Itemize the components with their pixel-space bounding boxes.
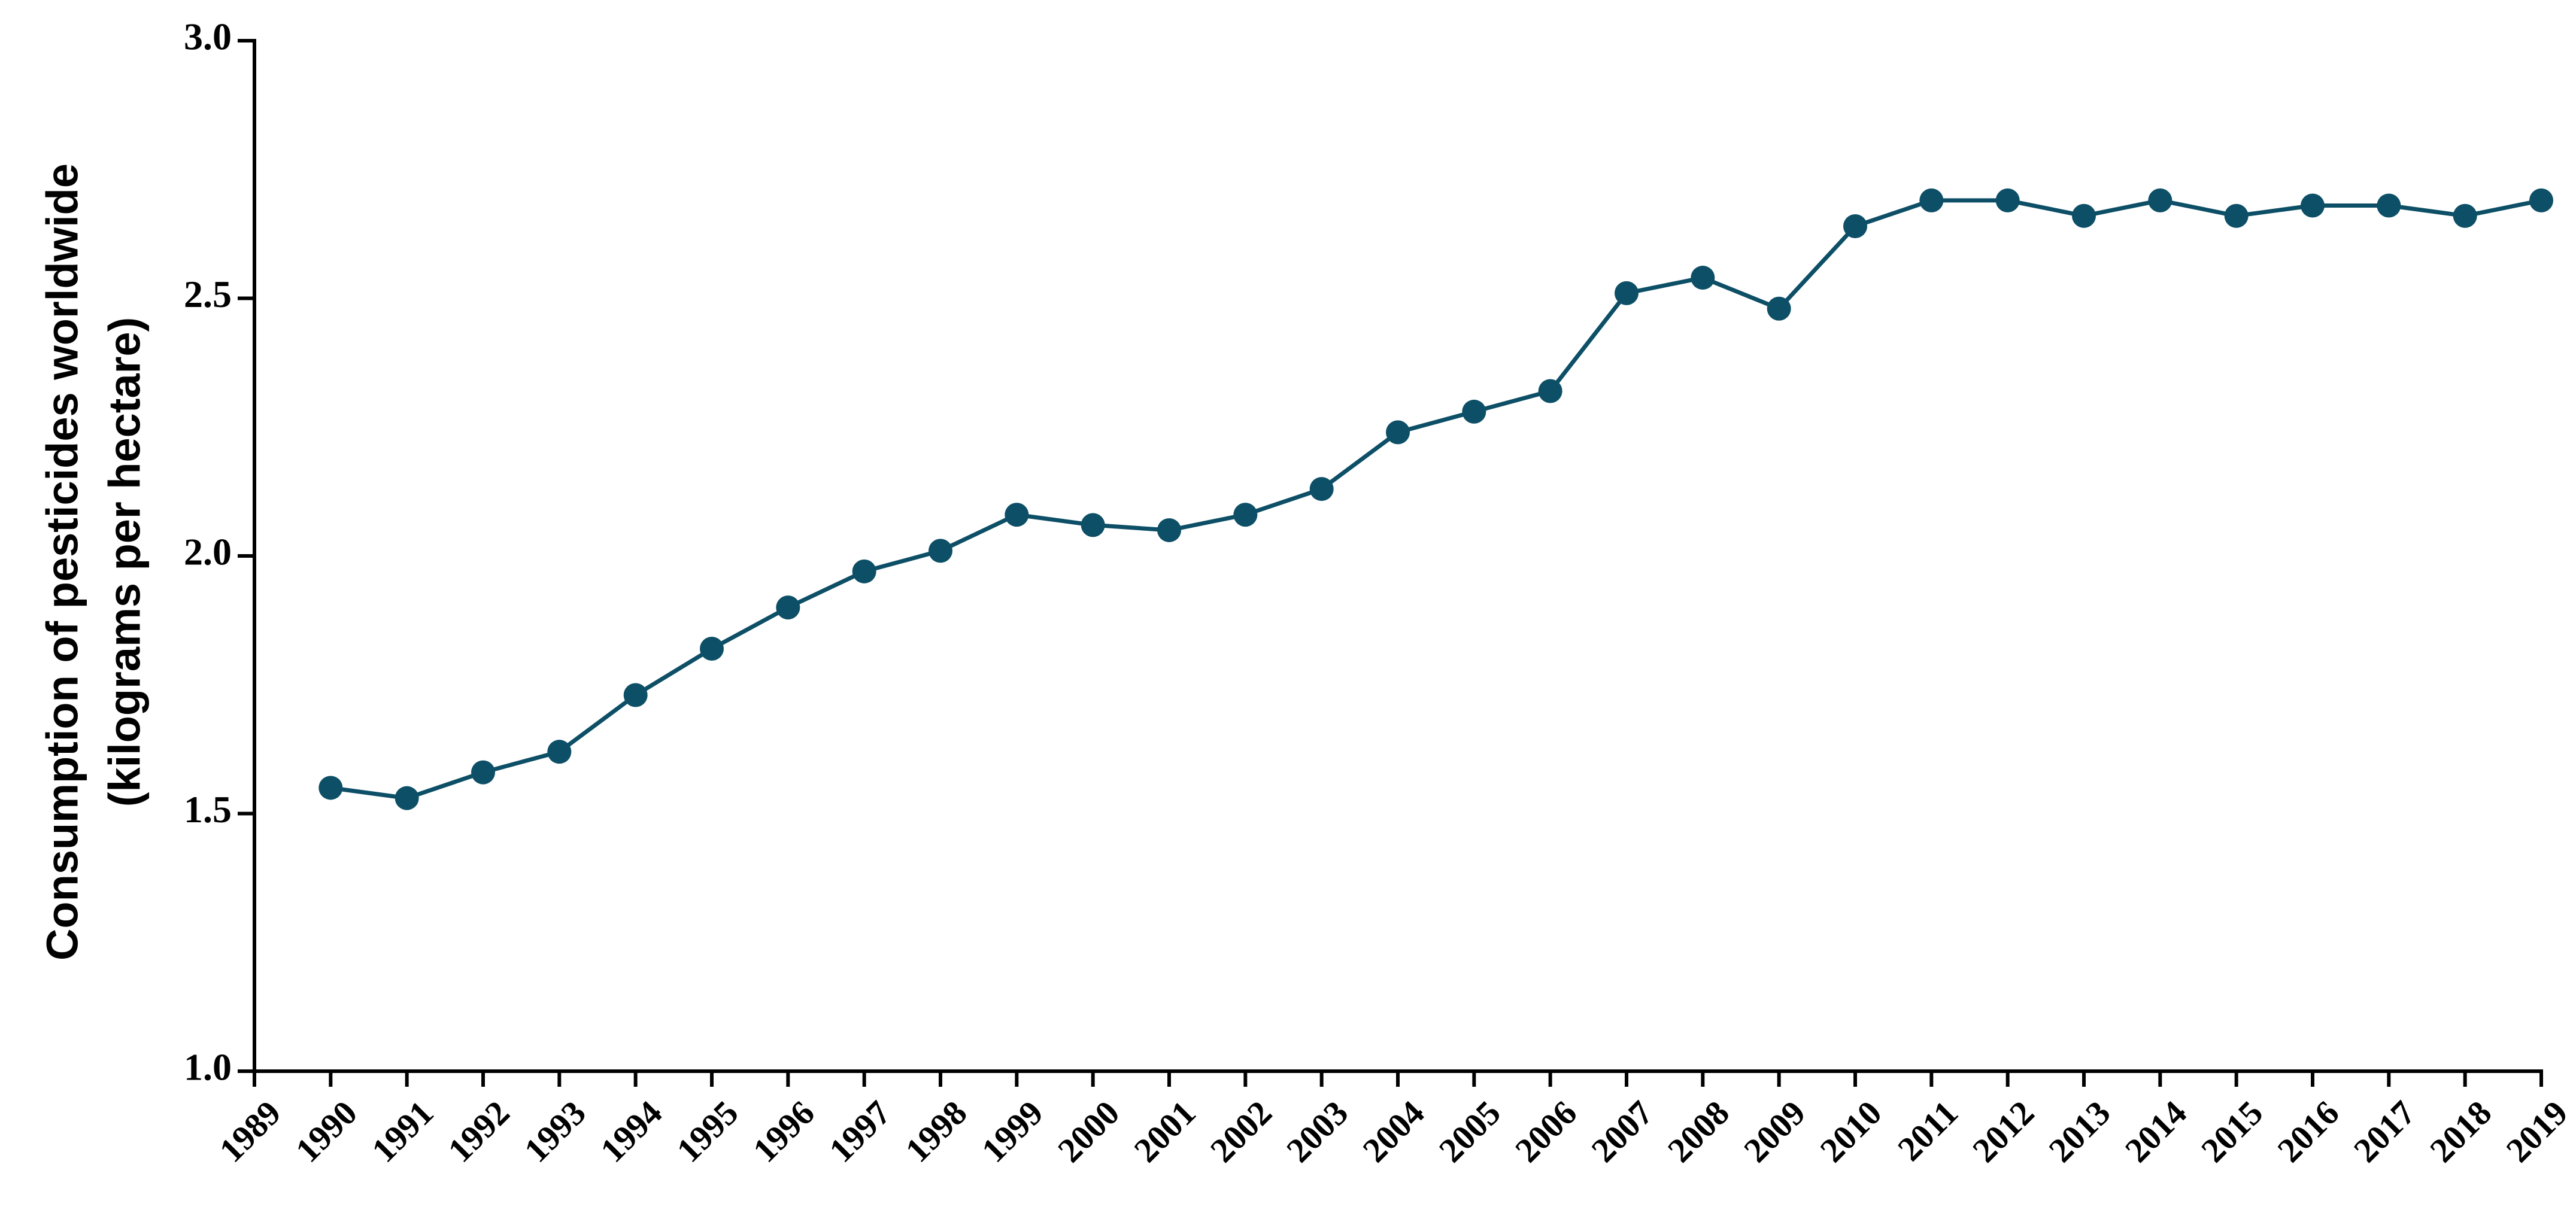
x-tick-label: 2008 <box>1660 1093 1737 1170</box>
x-tick-label: 2016 <box>2270 1093 2347 1170</box>
x-tick-label: 2013 <box>2041 1093 2118 1170</box>
x-tick-label: 2003 <box>1279 1093 1355 1170</box>
series-layer <box>318 188 2553 810</box>
data-point <box>2148 188 2173 212</box>
x-tick-label: 2005 <box>1431 1093 1508 1170</box>
data-point <box>1615 281 1639 305</box>
x-tick-label: 2012 <box>1965 1093 2041 1170</box>
data-point <box>1233 503 1258 527</box>
data-point <box>1462 399 1486 424</box>
y-tick-label: 2.5 <box>184 273 232 315</box>
x-tick-label: 2006 <box>1507 1093 1584 1170</box>
x-tick-label: 1994 <box>593 1093 669 1170</box>
data-point <box>2453 203 2477 228</box>
x-tick-label: 2017 <box>2346 1093 2423 1170</box>
x-tick-label: 1993 <box>517 1093 593 1170</box>
x-tick-label: 2009 <box>1736 1093 1813 1170</box>
y-tick-label: 1.0 <box>184 1046 232 1089</box>
data-point <box>700 636 724 661</box>
x-tick-label: 1992 <box>441 1093 517 1170</box>
data-point <box>2072 203 2096 228</box>
data-point <box>852 559 876 583</box>
data-point <box>1005 503 1029 527</box>
data-point <box>1309 477 1334 501</box>
data-point <box>929 539 952 563</box>
x-tick-label: 2010 <box>1813 1093 1889 1170</box>
x-tick-label: 1991 <box>364 1093 441 1170</box>
data-point <box>1538 379 1562 403</box>
data-point <box>318 776 343 800</box>
y-tick-label: 3.0 <box>184 16 232 58</box>
data-point <box>547 740 572 764</box>
data-point <box>395 786 419 810</box>
x-tick-label: 1997 <box>821 1093 898 1170</box>
x-tick-label: 2019 <box>2499 1093 2575 1170</box>
data-point <box>1157 518 1181 542</box>
x-tick-label: 2018 <box>2422 1093 2499 1170</box>
x-ticks: 1989 1990 1991 1992 1993 1994 1995 1996 1997 1998… <box>212 1071 2575 1170</box>
x-tick-label: 1989 <box>212 1093 289 1170</box>
y-axis-title-line-1: Consumption of pesticides worldwide <box>38 163 87 960</box>
data-point <box>1691 266 1715 290</box>
y-ticks: 1.0 1.5 2.0 2.5 3.0 <box>184 16 254 1089</box>
x-tick-label: 1996 <box>745 1093 822 1170</box>
data-point <box>1767 296 1791 321</box>
y-axis-title-line-2: (kilograms per hectare) <box>100 317 150 807</box>
x-tick-label: 1998 <box>898 1093 975 1170</box>
data-point <box>1995 188 2020 212</box>
x-tick-label: 1995 <box>669 1093 746 1170</box>
data-point <box>776 595 800 620</box>
x-tick-label: 2004 <box>1355 1093 1432 1170</box>
x-tick-label: 2007 <box>1584 1093 1661 1170</box>
data-point <box>1919 188 1944 212</box>
x-tick-label: 1999 <box>974 1093 1051 1170</box>
x-tick-label: 2015 <box>2193 1093 2270 1170</box>
data-point <box>471 760 495 785</box>
y-axis-title: Consumption of pesticides worldwide (kilo… <box>38 163 150 960</box>
y-tick-label: 1.5 <box>184 788 232 831</box>
x-tick-label: 2014 <box>2117 1093 2194 1170</box>
data-point <box>2377 193 2401 218</box>
x-tick-label: 2001 <box>1127 1093 1203 1170</box>
x-tick-label: 1990 <box>288 1093 365 1170</box>
data-point <box>1081 513 1105 537</box>
data-point <box>2529 188 2553 212</box>
data-point <box>2301 193 2325 218</box>
x-tick-label: 2002 <box>1203 1093 1279 1170</box>
data-point <box>623 683 648 707</box>
data-point <box>2224 203 2249 228</box>
axes <box>253 39 2543 1073</box>
series-line <box>330 198 2542 801</box>
x-tick-label: 2000 <box>1050 1093 1127 1170</box>
data-point <box>1843 214 1867 238</box>
x-tick-label: 2011 <box>1890 1093 1965 1169</box>
data-point <box>1386 420 1410 445</box>
y-tick-label: 2.0 <box>184 531 232 573</box>
